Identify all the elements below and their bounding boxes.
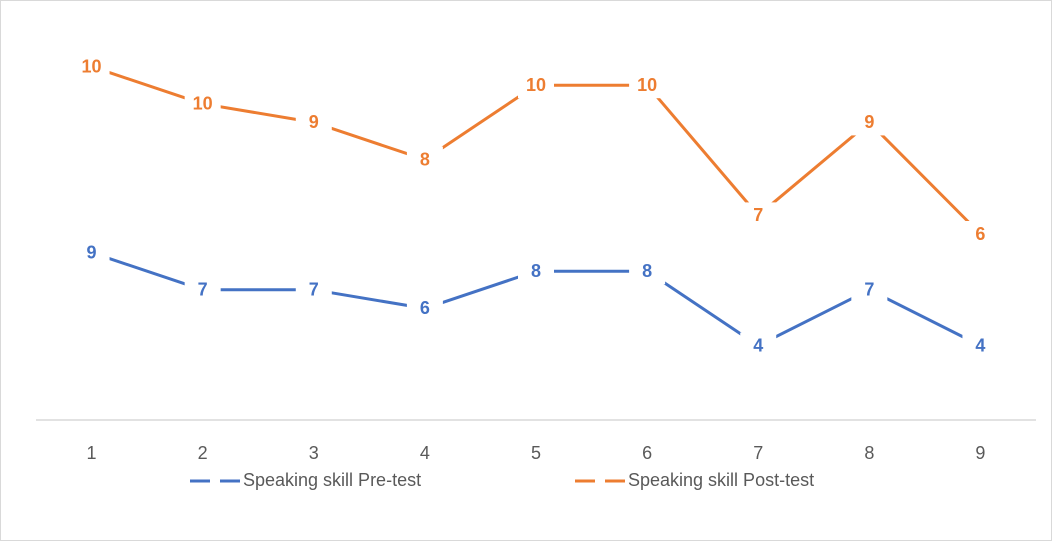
x-tick-label: 9 [975, 443, 985, 463]
x-tick-label: 1 [87, 443, 97, 463]
data-label-bg [184, 90, 221, 117]
data-label: 9 [87, 242, 97, 262]
data-label-bg [851, 276, 888, 303]
legend-label: Speaking skill Pre-test [243, 470, 421, 490]
data-label: 10 [637, 75, 657, 95]
data-label: 6 [975, 224, 985, 244]
data-label: 8 [420, 149, 430, 169]
data-label-bg [73, 53, 110, 80]
data-label: 8 [531, 261, 541, 281]
data-label-bg [184, 276, 221, 303]
x-tick-label: 5 [531, 443, 541, 463]
data-label: 7 [309, 280, 319, 300]
data-label-bg [740, 202, 777, 229]
x-tick-label: 6 [642, 443, 652, 463]
data-label-bg [851, 109, 888, 136]
data-label: 10 [526, 75, 546, 95]
legend-label: Speaking skill Post-test [628, 470, 814, 490]
data-label: 10 [82, 56, 102, 76]
data-label-bg [295, 276, 332, 303]
data-label-bg [740, 332, 777, 359]
data-label-bg [73, 239, 110, 266]
data-label: 6 [420, 298, 430, 318]
data-label-bg [406, 146, 443, 173]
data-label-bg [295, 109, 332, 136]
data-label: 9 [309, 112, 319, 132]
data-label: 8 [642, 261, 652, 281]
data-label-bg [406, 295, 443, 322]
data-label-bg [962, 221, 999, 247]
data-label: 4 [753, 335, 763, 355]
data-label: 4 [975, 335, 985, 355]
data-label: 9 [864, 112, 874, 132]
x-tick-label: 2 [198, 443, 208, 463]
x-tick-label: 3 [309, 443, 319, 463]
data-label-bg [629, 72, 666, 99]
data-label: 7 [864, 280, 874, 300]
data-label: 7 [753, 205, 763, 225]
x-tick-label: 4 [420, 443, 430, 463]
data-label-bg [518, 258, 554, 285]
data-label-bg [629, 258, 666, 285]
x-tick-label: 8 [864, 443, 874, 463]
data-label: 7 [198, 280, 208, 300]
data-label-bg [518, 72, 554, 99]
data-label: 10 [193, 94, 213, 114]
x-tick-label: 7 [753, 443, 763, 463]
data-label-bg [962, 332, 999, 359]
